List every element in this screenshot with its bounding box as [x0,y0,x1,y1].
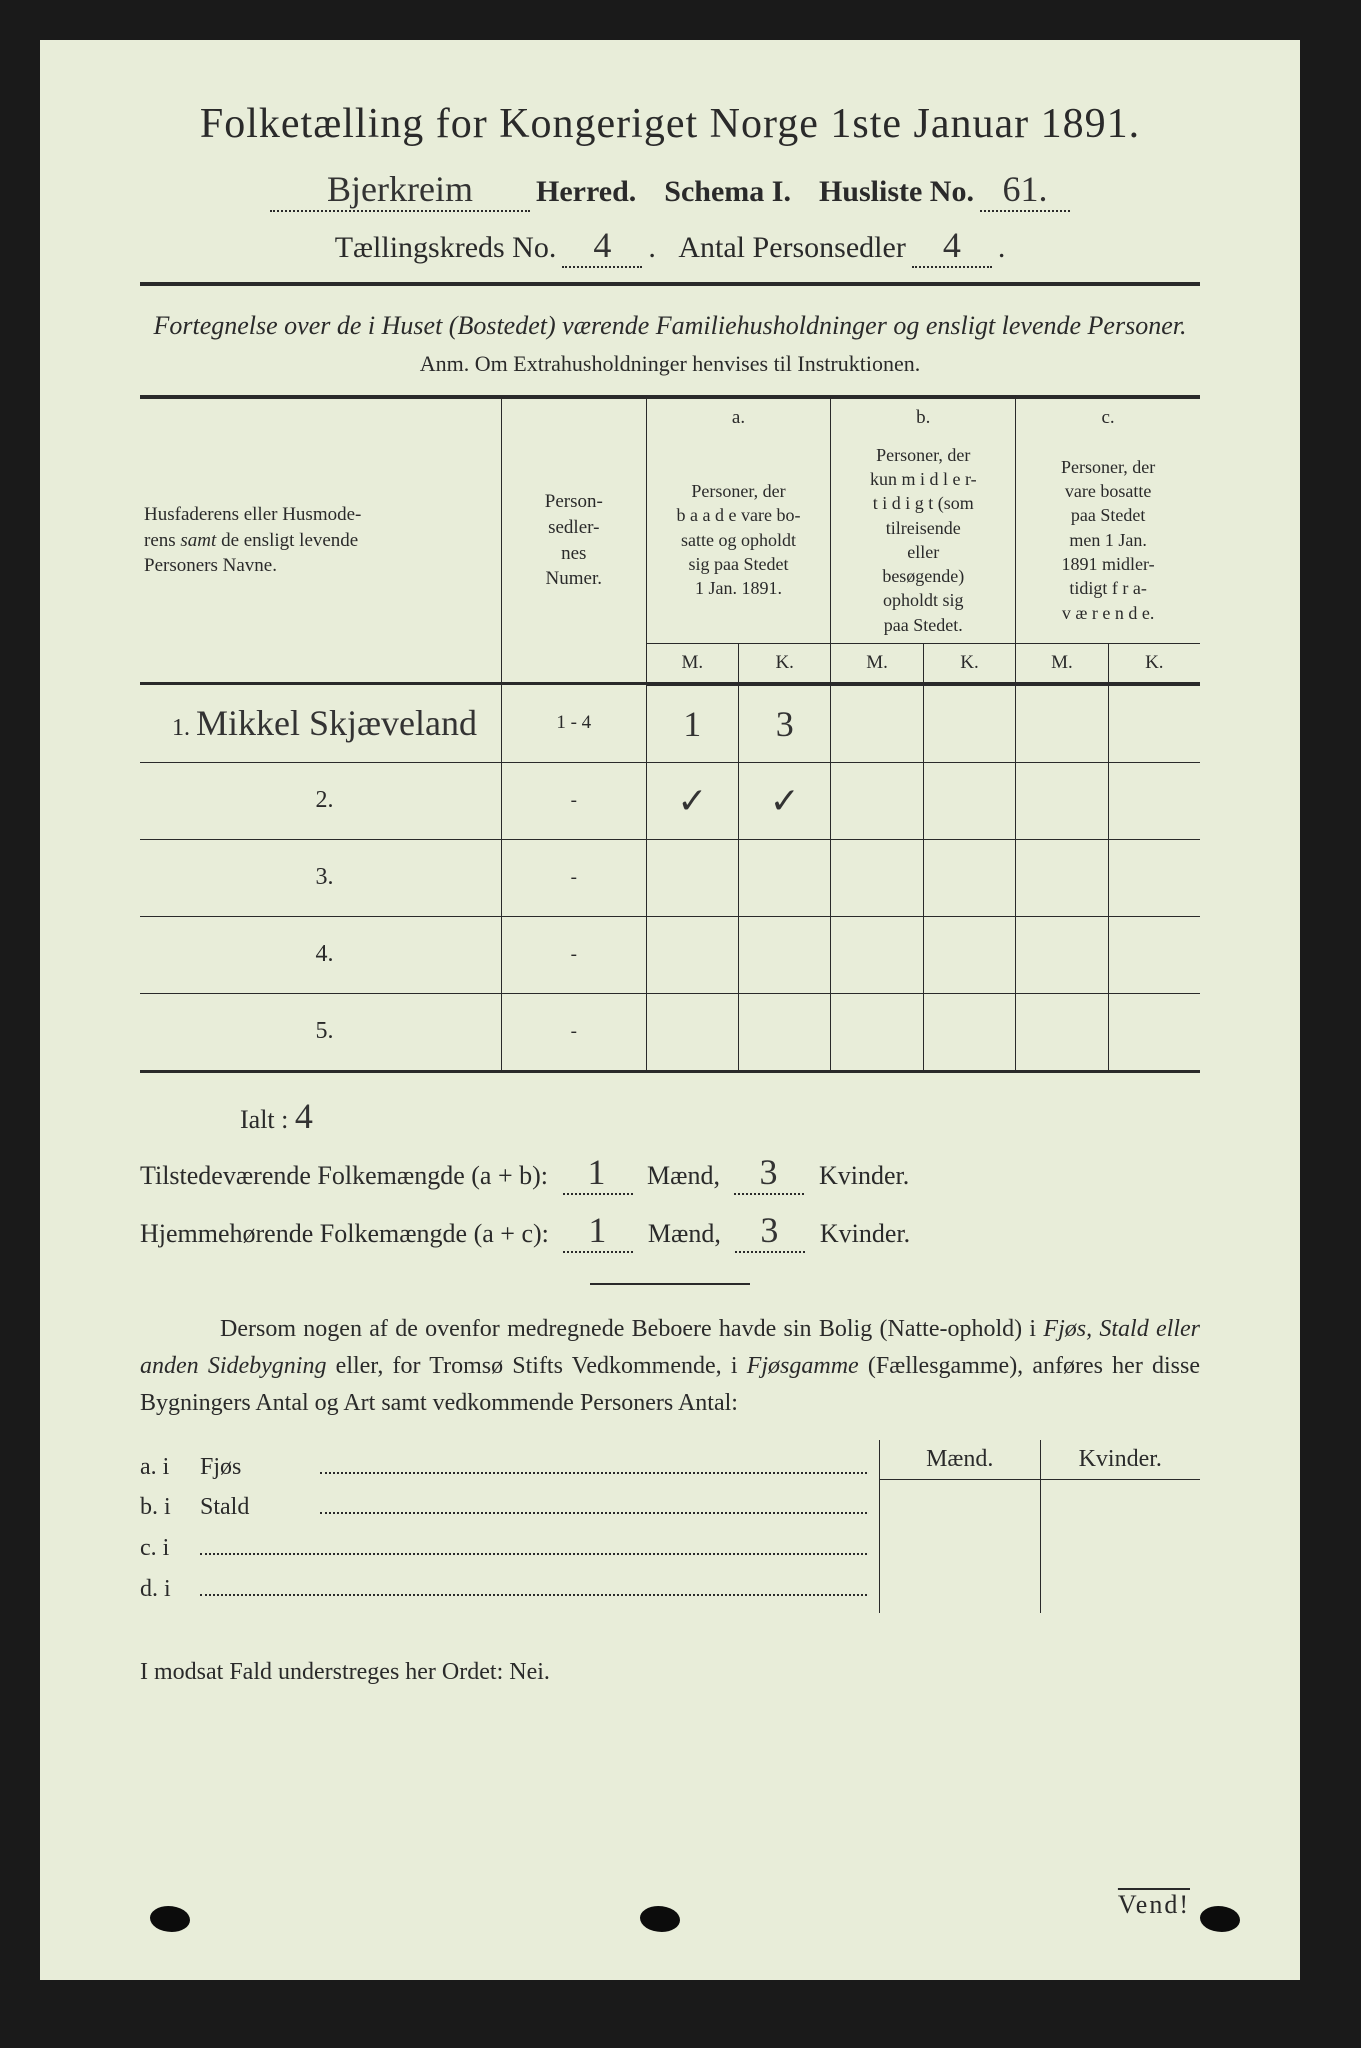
th-c-m: M. [1016,644,1108,684]
short-divider [590,1283,750,1285]
th-a-top: a. [646,397,831,437]
building-table: a. i Fjøs b. i Stald c. i d. i Mænd. Kvi… [140,1440,1200,1612]
kreds-value: 4 [562,224,642,268]
footer-line: I modsat Fald understreges her Ordet: Ne… [140,1659,1200,1686]
kreds-label: Tællingskreds No. [335,231,557,265]
bldg-mk-columns: Mænd. Kvinder. [879,1440,1200,1612]
row1-am: 1 [646,684,738,763]
anm-note: Anm. Om Extrahusholdninger henvises til … [140,351,1200,377]
row1-num: 1 - 4 [501,684,646,763]
antal-label: Antal Personsedler [678,231,905,265]
row1-name: Mikkel Skjæveland [196,703,477,743]
table-row: 1. Mikkel Skjæveland 1 - 4 1 3 [140,684,1200,763]
th-a-k: K. [738,644,830,684]
ink-blot-icon [150,1906,190,1932]
th-a-m: M. [646,644,738,684]
th-numer: Person-sedler-nesNumer. [545,491,603,589]
schema-label: Schema I. [664,175,791,209]
th-names: Husfaderens eller Husmode-rens samt de e… [144,504,361,576]
bldg-head-m: Mænd. [880,1440,1040,1480]
tilstede-k: 3 [734,1151,804,1195]
table-row: 2. - ✓ ✓ [140,762,1200,839]
subtitle: Fortegnelse over de i Huset (Bostedet) v… [140,306,1200,345]
th-b-m: M. [831,644,923,684]
row1-ak: 3 [738,684,830,763]
table-row: 5. - [140,993,1200,1071]
header-row-2: Tællingskreds No. 4 . Antal Personsedler… [140,224,1200,268]
bldg-row: d. i [140,1572,879,1603]
divider [140,282,1200,286]
hjemme-k: 3 [735,1209,805,1253]
ink-blot-icon [640,1906,680,1932]
th-b-k: K. [923,644,1015,684]
tilstede-line: Tilstedeværende Folkemængde (a + b): 1 M… [140,1151,1200,1195]
th-a: Personer, derb a a d e vare bo-satte og … [677,481,801,598]
hjemme-m: 1 [563,1209,633,1253]
husliste-label: Husliste No. [819,175,974,209]
table-row: 4. - [140,916,1200,993]
ink-blot-icon [1200,1906,1240,1932]
header-row-1: Bjerkreim Herred. Schema I. Husliste No.… [140,168,1200,212]
hjemme-line: Hjemmehørende Folkemængde (a + c): 1 Mæn… [140,1209,1200,1253]
th-b-top: b. [831,397,1016,437]
bldg-row: c. i [140,1531,879,1562]
ialt-value: 4 [295,1096,313,1136]
bldg-row: b. i Stald [140,1491,879,1522]
herred-label: Herred. [536,175,636,209]
page-title: Folketælling for Kongeriget Norge 1ste J… [140,100,1200,148]
antal-value: 4 [912,224,992,268]
bldg-head-k: Kvinder. [1041,1440,1201,1480]
census-form-page: Folketælling for Kongeriget Norge 1ste J… [40,40,1300,1980]
table-row: 3. - [140,839,1200,916]
bldg-row: a. i Fjøs [140,1450,879,1481]
building-paragraph: Dersom nogen af de ovenfor medregnede Be… [140,1311,1200,1423]
th-b: Personer, derkun m i d l e r-t i d i g t… [870,445,977,635]
ialt-line: Ialt : 4 [240,1095,1200,1137]
vend-label: Vend! [1118,1890,1190,1920]
th-c-top: c. [1016,397,1200,437]
herred-value: Bjerkreim [270,168,530,212]
household-table: Husfaderens eller Husmode-rens samt de e… [140,395,1200,1073]
husliste-value: 61. [980,168,1070,212]
th-c: Personer, dervare bosattepaa Stedetmen 1… [1061,457,1155,623]
tilstede-m: 1 [563,1151,633,1195]
th-c-k: K. [1108,644,1200,684]
